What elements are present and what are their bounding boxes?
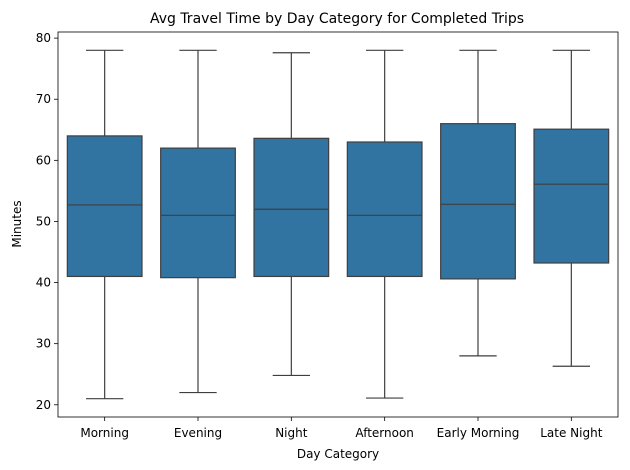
iqr-box	[440, 123, 516, 280]
y-axis-label: Minutes	[10, 200, 24, 247]
iqr-box	[533, 128, 610, 264]
plot-frame	[57, 31, 619, 418]
x-tick-label: Evening	[174, 426, 222, 440]
x-tick-label: Early Morning	[437, 426, 520, 440]
box-afternoon	[346, 49, 423, 399]
box-early-morning	[440, 49, 516, 357]
plot-area	[66, 49, 610, 400]
y-tick-label: 50	[36, 214, 51, 228]
chart-title: Avg Travel Time by Day Category for Comp…	[150, 11, 524, 27]
y-tick-label: 40	[36, 276, 51, 290]
x-axis-label: Day Category	[297, 447, 379, 461]
y-tick-label: 30	[36, 337, 51, 351]
iqr-box	[66, 135, 143, 278]
x-tick-label: Afternoon	[355, 426, 414, 440]
box-night	[253, 52, 330, 377]
box-evening	[160, 49, 236, 394]
y-tick-label: 20	[36, 398, 51, 412]
y-tick-label: 80	[36, 31, 51, 45]
box-late-night	[533, 49, 610, 367]
x-axis: Morning Evening Night Afternoon Early Mornin…	[80, 417, 603, 440]
iqr-box	[253, 137, 330, 278]
x-tick-label: Morning	[80, 426, 129, 440]
y-tick-label: 60	[36, 153, 51, 167]
y-axis: 20 30 40 50 60 70 80	[36, 31, 58, 412]
y-tick-label: 70	[36, 92, 51, 106]
x-tick-label: Night	[275, 426, 308, 440]
iqr-box	[346, 141, 423, 278]
box-morning	[66, 49, 143, 400]
x-tick-label: Late Night	[540, 426, 602, 440]
iqr-box	[160, 147, 236, 279]
